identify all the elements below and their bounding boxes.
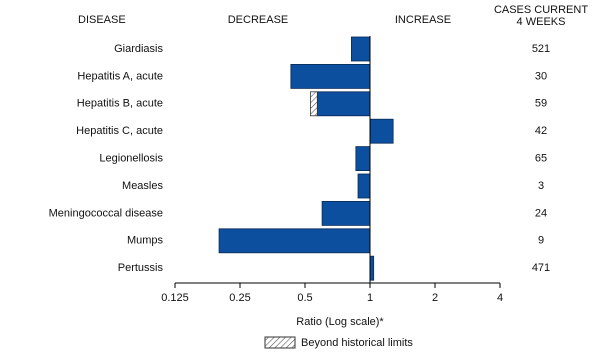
category-label: Hepatitis B, acute	[77, 98, 163, 110]
beyond-limits	[310, 91, 318, 117]
x-tick-label: 0.125	[161, 292, 189, 304]
x-tick-label: 4	[497, 292, 503, 304]
cases-value: 30	[535, 70, 547, 82]
cases-value: 9	[538, 235, 544, 247]
x-tick-label: 0.5	[297, 292, 312, 304]
cases-value: 59	[535, 98, 547, 110]
category-label: Hepatitis C, acute	[76, 125, 163, 137]
category-label: Meningococcal disease	[49, 207, 163, 219]
bar	[316, 91, 371, 117]
decrease-label: DECREASE	[228, 14, 289, 26]
category-label: Hepatitis A, acute	[77, 70, 163, 82]
x-axis-label: Ratio (Log scale)*	[296, 316, 384, 328]
legend-label: Beyond historical limits	[301, 337, 413, 349]
cases-value: 521	[532, 43, 550, 55]
category-label: Giardiasis	[114, 43, 163, 55]
bar	[321, 200, 371, 226]
x-tick-label: 0.25	[229, 292, 250, 304]
bar	[290, 64, 371, 89]
category-label: Mumps	[127, 235, 164, 247]
x-tick-label: 2	[432, 292, 438, 304]
cases-value: 471	[532, 262, 550, 274]
category-label: Legionellosis	[99, 153, 163, 165]
disease-header: DISEASE	[78, 14, 126, 26]
cases-header: 4 WEEKS	[517, 16, 566, 28]
bar	[218, 228, 371, 254]
bar	[369, 255, 375, 281]
bar	[355, 146, 371, 172]
legend-swatch	[264, 336, 296, 349]
bar	[357, 173, 371, 199]
category-label: Pertussis	[118, 262, 164, 274]
increase-label: INCREASE	[395, 14, 451, 26]
bar	[369, 118, 394, 144]
cases-value: 24	[535, 207, 547, 219]
cases-value: 65	[535, 153, 547, 165]
x-tick-label: 1	[367, 292, 373, 304]
category-label: Measles	[122, 180, 163, 192]
cases-value: 3	[538, 180, 544, 192]
cases-header: CASES CURRENT	[494, 4, 588, 16]
bar	[350, 36, 371, 62]
cases-value: 42	[535, 125, 547, 137]
